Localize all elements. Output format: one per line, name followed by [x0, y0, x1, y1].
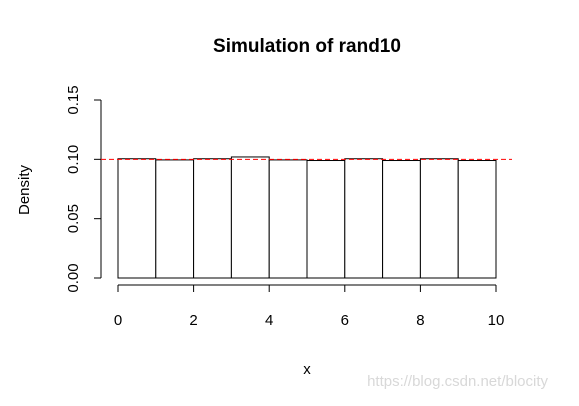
bar [457, 160, 497, 279]
chart-title: Simulation of rand10 [213, 36, 401, 57]
bar [419, 158, 459, 279]
x-tick-label: 6 [341, 312, 349, 329]
watermark: https://blog.csdn.net/blocity [367, 373, 548, 390]
y-tick-label: 0.00 [65, 263, 82, 292]
x-tick-label: 8 [416, 312, 424, 329]
bar [230, 156, 270, 279]
bar [117, 158, 157, 279]
y-tick-label: 0.10 [65, 145, 82, 174]
x-tick-label: 2 [189, 312, 197, 329]
bar [344, 158, 384, 279]
x-tick-label: 10 [488, 312, 505, 329]
y-tick-label: 0.15 [65, 85, 82, 114]
y-tick-label: 0.05 [65, 204, 82, 233]
bar [306, 160, 346, 279]
y-axis-label: Density [16, 164, 33, 215]
bar [382, 160, 421, 279]
x-tick-label: 0 [114, 312, 122, 329]
bar [193, 158, 232, 279]
x-tick-label: 4 [265, 312, 273, 329]
bar [268, 159, 308, 279]
x-axis-label: x [303, 361, 311, 378]
bar [155, 159, 195, 279]
